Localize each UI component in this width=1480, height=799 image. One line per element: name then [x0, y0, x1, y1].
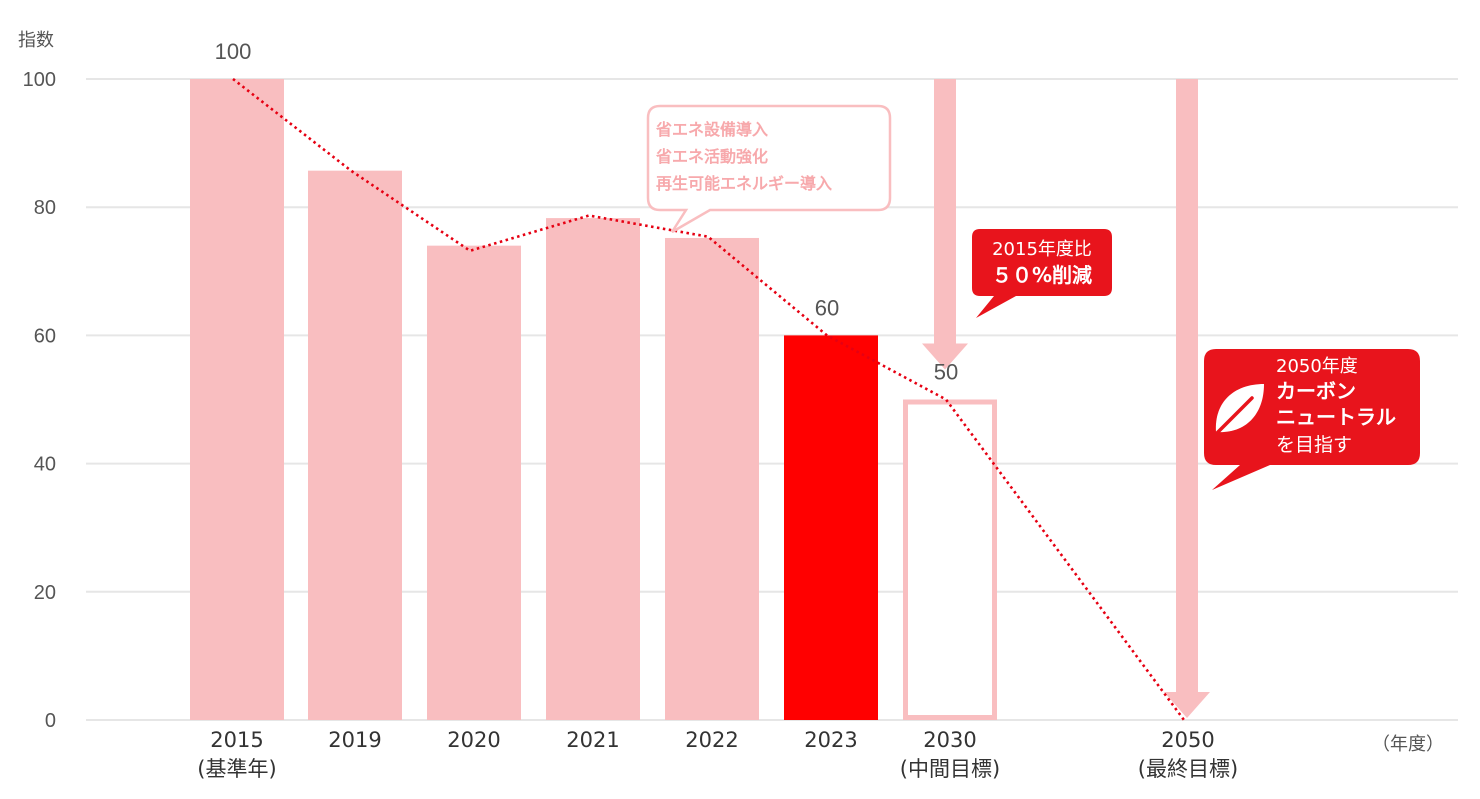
target-2050-line4: を目指す [1276, 434, 1352, 456]
target-arrows [922, 79, 1210, 718]
y-tick-labels: 0 20 40 60 80 100 [23, 69, 56, 732]
arrow-2050-target [1164, 79, 1210, 718]
x-tick-2022: 2022 [685, 728, 738, 752]
bar-2022 [665, 237, 759, 720]
measures-callout-bubble [646, 104, 892, 234]
x-axis-title: （年度） [1372, 734, 1444, 755]
x-tick-2020: 2020 [447, 728, 500, 752]
target-2050-line2: カーボン [1276, 379, 1356, 403]
bars [190, 79, 997, 721]
bar-2030 [903, 399, 997, 720]
measure-3: 再生可能エネルギー導入 [656, 174, 832, 193]
x-tick-2021: 2021 [566, 728, 619, 752]
x-tick-2019: 2019 [328, 728, 381, 752]
x-tick-sub-2050: (最終目標) [1138, 757, 1238, 781]
target-2030-line1: 2015年度比 [992, 239, 1092, 260]
arrow-2030-target [922, 79, 968, 370]
bar-2019 [308, 170, 402, 721]
y-axis-title: 指数 [18, 30, 54, 51]
y-tick-60: 60 [34, 325, 56, 347]
target-2030-callout: 2015年度比 ５０%削減 [972, 229, 1112, 318]
bar-2023 [784, 335, 878, 720]
target-2030-bubble [972, 229, 1112, 318]
leaf-icon [1212, 384, 1264, 438]
value-labels: 100 60 50 [215, 39, 959, 385]
value-label-2030: 50 [934, 360, 958, 385]
bar-2020 [427, 245, 521, 720]
measure-2: 省エネ活動強化 [655, 147, 768, 166]
x-tick-sub-2030: (中間目標) [900, 757, 1000, 781]
y-tick-40: 40 [34, 454, 56, 476]
bar-2021 [546, 218, 640, 721]
trend-line [232, 77, 1186, 721]
measures-callout: 省エネ設備導入 省エネ活動強化 再生可能エネルギー導入 [646, 104, 892, 234]
target-2030-line2: ５０%削減 [992, 263, 1092, 287]
x-tick-2050: 2050 [1161, 728, 1214, 752]
target-2050-line1: 2050年度 [1276, 356, 1358, 377]
target-2050-line3: ニュートラル [1276, 405, 1396, 429]
value-label-2023: 60 [815, 295, 839, 320]
x-tick-labels: 2015 (基準年) 2019 2020 2021 2022 2023 2030 (中間目標) 2… [197, 728, 1238, 781]
target-2050-callout: 2050年度 カーボン ニュートラル を目指す [1204, 349, 1420, 490]
y-tick-100: 100 [23, 69, 56, 91]
y-tick-80: 80 [34, 197, 56, 219]
bar-2015 [190, 79, 284, 720]
x-tick-2015: 2015 [210, 728, 263, 752]
x-tick-2030: 2030 [923, 728, 976, 752]
y-tick-20: 20 [34, 582, 56, 604]
y-tick-0: 0 [45, 710, 56, 732]
value-label-2015: 100 [215, 39, 252, 64]
x-tick-sub-2015: (基準年) [197, 757, 276, 781]
x-tick-2023: 2023 [804, 728, 857, 752]
measure-1: 省エネ設備導入 [655, 120, 768, 139]
